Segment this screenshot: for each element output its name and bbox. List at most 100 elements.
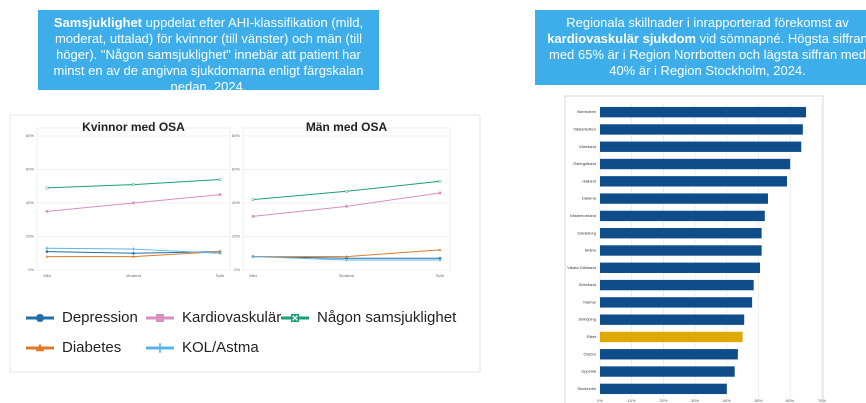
caption-text: uppdelat efter AHI-klassifikation (mild,… [53,15,364,94]
y-tick-label: Värmland [579,144,596,149]
bar [600,228,762,239]
marker [132,251,135,255]
x-tick-label: 30% [691,398,699,403]
y-tick-label: 60% [232,167,240,172]
y-tick-label: Skåne [585,248,597,253]
marker [345,205,348,208]
marker-cross [218,178,222,181]
marker [345,255,348,258]
y-tick-label: 40% [232,200,240,205]
y-tick-label: Norrbotten [577,109,596,114]
marker [251,215,255,218]
y-tick-label: Östergötland [573,161,596,166]
caption-text: vid sömnapné. Högsta siffran med 65% är … [549,31,866,78]
marker [35,343,45,352]
chart-title: Kvinnor med OSA [82,120,185,134]
bar [600,366,735,377]
marker [45,250,49,253]
legend-label: Depression [62,309,138,326]
marker [132,201,135,205]
marker [132,255,135,258]
y-tick-label: 20% [232,234,240,239]
y-tick-label: 80% [232,133,240,138]
caption-bold: Samsjuklighet [53,15,143,30]
x-tick-label: Moderat [339,273,355,278]
marker [344,258,349,262]
marker-cross [438,180,442,183]
y-tick-label: Halland [582,178,596,183]
marker [438,191,442,195]
y-tick-label: Kalmar [583,299,596,304]
bar [600,383,727,395]
marker [155,343,165,353]
marker [131,247,136,251]
marker [251,255,255,259]
legend-label: Kardiovaskulär [182,309,281,326]
marker-cross [251,198,255,201]
bar [600,210,765,222]
y-tick-label: 0% [234,267,240,272]
y-tick-label: 0% [28,267,34,272]
bar [600,158,791,170]
y-tick-label: Västernorrland [570,213,596,218]
x-tick-label: Svår [216,273,225,278]
right-caption: Regionala skillnader i inrapporterad för… [535,10,866,85]
y-tick-label: Gävleborg [578,230,596,235]
x-tick-label: 40% [723,398,731,403]
marker [218,193,222,196]
x-tick-label: Svår [436,273,445,278]
bar [600,141,802,152]
x-tick-label: Mild [249,273,256,278]
bar [600,279,754,291]
marker-cross [345,190,348,193]
marker [156,314,164,322]
x-tick-label: 20% [659,398,667,403]
bar [600,331,743,343]
marker [218,251,222,255]
y-tick-label: Västra Götaland [567,265,596,270]
bar [600,297,753,308]
bar [600,176,787,187]
marker-cross [132,183,135,186]
marker [438,256,442,260]
bar [600,245,762,256]
marker-cross [292,315,298,321]
legend-label: Någon samsjuklighet [317,309,457,326]
x-tick-label: Mild [43,273,50,278]
left-panel [9,114,481,373]
bar [600,106,806,118]
marker [45,246,49,250]
y-tick-label: Sörmland [579,282,596,287]
marker [36,314,44,322]
bar [600,349,738,360]
y-tick-label: Uppsala [581,369,596,374]
left-caption: Samsjuklighet uppdelat efter AHI-klassif… [38,10,379,94]
bar [600,262,761,273]
x-tick-label: 50% [754,398,762,403]
y-tick-label: Jönköping [578,317,596,322]
y-tick-label: Västerbotten [573,127,596,132]
y-tick-label: Stockholm [577,386,596,391]
bar [600,124,803,135]
marker [218,250,222,253]
x-tick-label: 0% [597,398,603,403]
marker [45,210,49,213]
y-tick-label: Riket [587,334,597,339]
bar [600,193,768,204]
x-tick-label: 70% [818,398,826,403]
y-tick-label: 80% [26,133,34,138]
bar [600,314,745,325]
marker [438,248,442,251]
chart-title: Män med OSA [306,120,388,134]
caption-text: Regionala skillnader i inrapporterad för… [566,15,849,30]
y-tick-label: 60% [26,167,34,172]
caption-bold: kardiovaskulär sjukdom [547,31,697,46]
y-tick-label: Örebro [584,351,597,356]
x-tick-label: 10% [628,398,636,403]
marker-cross [45,186,49,190]
y-tick-label: 40% [26,200,34,205]
y-tick-label: Dalarna [582,196,597,201]
x-tick-label: Moderat [126,273,142,278]
